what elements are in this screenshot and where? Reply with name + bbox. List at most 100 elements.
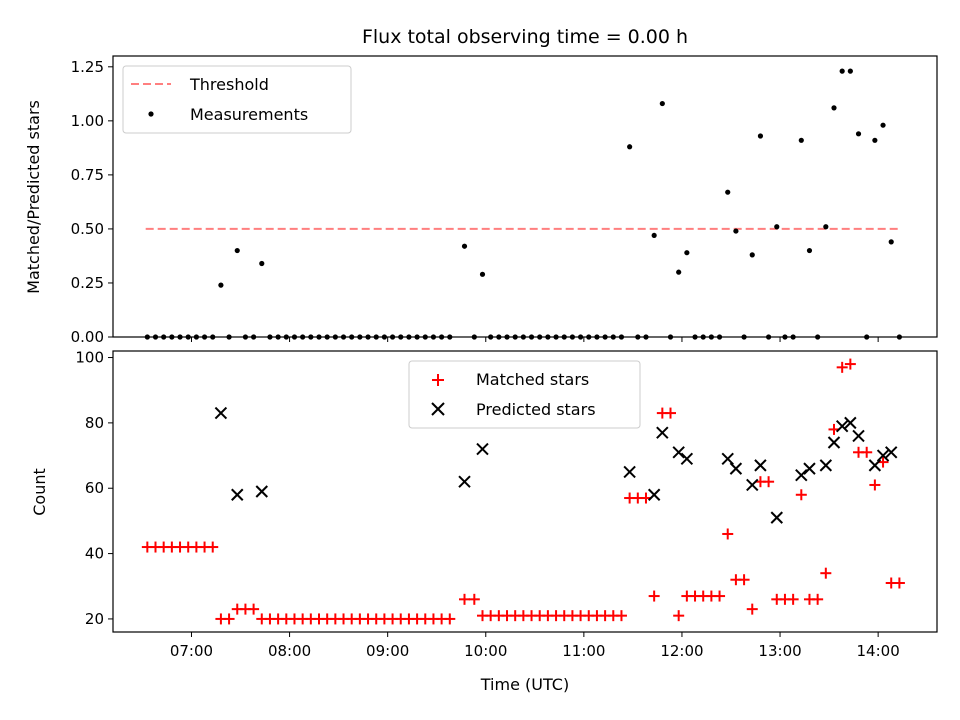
measurement-point [234, 247, 240, 254]
measurement-point [749, 252, 755, 258]
count-y-axis-label: Count [30, 468, 49, 516]
predicted-star-point [885, 446, 898, 459]
matched-star-point [722, 528, 734, 540]
measurement-point [806, 247, 813, 254]
ratio-panel-frame [112, 55, 938, 338]
predicted-star-point [770, 511, 783, 524]
matched-star-point [459, 593, 471, 605]
measurements-series [144, 68, 902, 340]
matched-star-point [223, 613, 235, 625]
predicted-star-point [876, 449, 890, 462]
count-panel: 20 40 60 80 100 07:00 08:00 09:00 10:00 11:00 12:0… [30, 349, 938, 694]
matched-star-point [248, 603, 260, 615]
matched-star-point [665, 407, 677, 419]
measurement-point [847, 68, 853, 74]
measurement-point [872, 137, 878, 143]
legend-matched-label: Matched stars [476, 370, 589, 389]
measurement-point [259, 260, 265, 267]
matched-star-point [207, 541, 219, 553]
legend-threshold-label: Threshold [189, 75, 269, 94]
measurement-point [651, 232, 657, 239]
measurement-point [888, 239, 894, 245]
predicted-star-point [803, 462, 816, 475]
matched-star-point [820, 567, 832, 579]
measurement-point [880, 122, 886, 128]
ratio-y-axis-label: Matched/Predicted stars [24, 100, 43, 294]
matched-star-point [468, 593, 480, 605]
matched-star-point [738, 574, 750, 586]
x-tick-label: 13:00 [758, 642, 801, 660]
count-y-tick-label: 100 [75, 349, 104, 367]
legend-predicted-swatch [431, 402, 445, 416]
x-tick-label: 14:00 [857, 642, 900, 660]
x-tick-label: 07:00 [170, 642, 213, 660]
count-legend: Matched stars Predicted stars [408, 360, 641, 429]
measurement-point [659, 100, 665, 107]
ratio-legend: Threshold Measurements [122, 65, 352, 134]
predicted-star-point [852, 429, 865, 443]
legend-measurements-swatch [148, 111, 154, 117]
predicted-star-point [623, 465, 636, 479]
ratio-legend-box [122, 65, 352, 134]
count-y-tick-label: 40 [85, 545, 104, 563]
x-axis-label: Time (UTC) [480, 675, 569, 694]
count-panel-frame [112, 350, 938, 633]
predicted-star-point [672, 446, 685, 459]
x-tick-label: 09:00 [366, 642, 409, 660]
predicted-stars-series [214, 406, 898, 524]
matched-star-point [844, 358, 856, 370]
x-tick-label: 11:00 [562, 642, 605, 660]
legend-measurements-label: Measurements [190, 105, 308, 124]
predicted-star-point [754, 459, 767, 472]
matched-star-point [763, 476, 775, 488]
matched-star-point [787, 593, 799, 605]
measurement-point [676, 269, 682, 275]
predicted-star-point [231, 488, 244, 501]
matched-star-point [836, 361, 848, 373]
x-tick-label: 12:00 [660, 642, 703, 660]
matched-star-point [795, 489, 807, 501]
chart-title: Flux total observing time = 0.00 h [362, 26, 688, 48]
predicted-star-point [680, 452, 694, 466]
predicted-star-point [827, 436, 841, 449]
x-tick-label: 08:00 [268, 642, 311, 660]
measurement-point [839, 68, 845, 74]
measurement-point [725, 189, 731, 195]
predicted-star-point [868, 459, 882, 472]
predicted-star-point [844, 416, 857, 430]
matched-star-point [648, 590, 660, 602]
matched-star-point [444, 613, 456, 625]
predicted-star-point [795, 468, 808, 482]
matched-star-point [746, 603, 758, 615]
count-axes: 20 40 60 80 100 07:00 08:00 09:00 10:00 11:00 12:0… [75, 349, 899, 660]
x-tick-label: 10:00 [464, 642, 507, 660]
matched-star-point [861, 446, 873, 458]
matched-star-point [812, 593, 824, 605]
predicted-star-point [819, 459, 833, 472]
ratio-y-tick-label: 0.25 [71, 274, 104, 292]
measurement-point [855, 131, 862, 137]
measurement-point [684, 250, 690, 256]
measurement-point [757, 133, 764, 139]
predicted-star-point [214, 406, 228, 420]
matched-star-point [673, 610, 685, 622]
matched-star-point [869, 479, 881, 491]
ratio-y-tick-label: 0.50 [71, 220, 104, 238]
measurement-point [823, 224, 829, 230]
measurement-point [627, 144, 633, 150]
measurement-point [218, 282, 224, 288]
matched-stars-series [141, 358, 905, 625]
predicted-star-point [255, 485, 268, 498]
measurement-point [831, 105, 837, 111]
measurement-point [479, 271, 486, 277]
legend-matched-swatch [432, 374, 444, 386]
ratio-panel: 0.00 0.25 0.50 0.75 1.00 1.25 Matched/Predict… [24, 55, 938, 346]
predicted-star-point [647, 488, 661, 501]
measurement-point [733, 228, 739, 234]
ratio-y-tick-label: 0.00 [71, 328, 104, 346]
count-legend-box [408, 360, 641, 429]
predicted-star-point [656, 426, 669, 439]
matched-star-point [893, 577, 905, 589]
predicted-star-point [746, 478, 759, 492]
